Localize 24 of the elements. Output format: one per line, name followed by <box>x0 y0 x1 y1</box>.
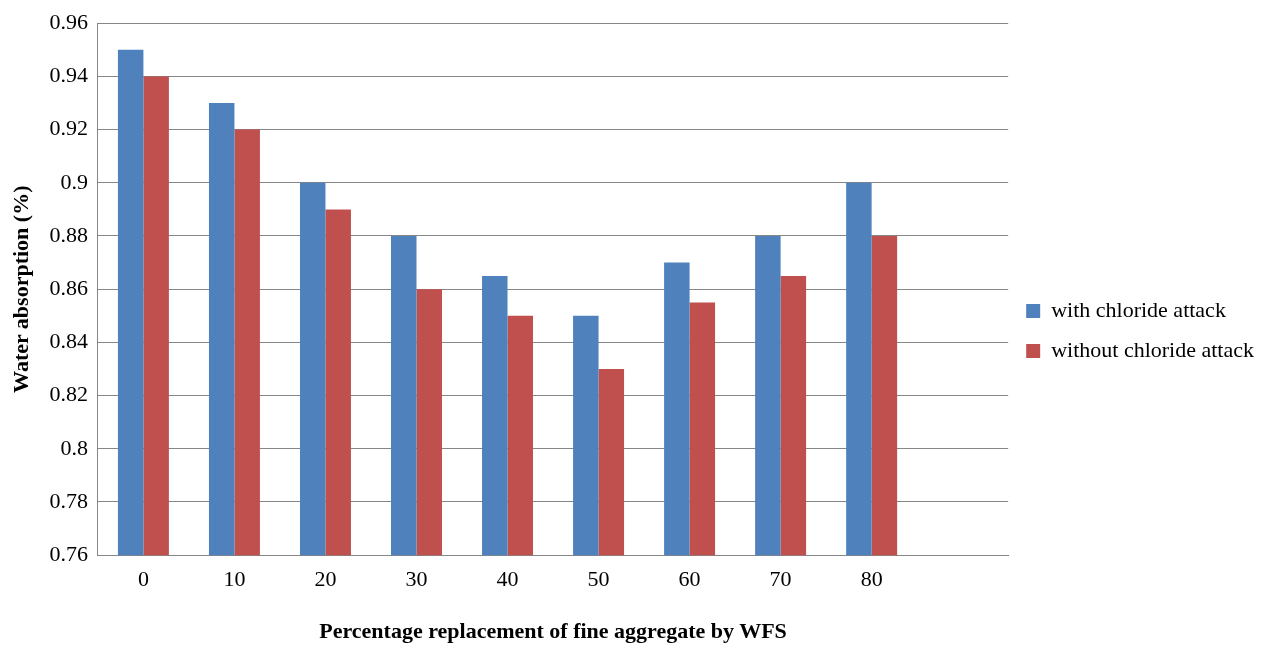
x-axis-title: Percentage replacement of fine aggregate by WFS <box>319 618 787 644</box>
y-tick-label: 0.9 <box>60 168 88 194</box>
y-tick-label: 0.78 <box>49 487 88 513</box>
x-tick-label: 10 <box>223 566 246 592</box>
x-tick-label: 0 <box>137 566 149 592</box>
y-tick-label: 0.96 <box>49 8 88 34</box>
y-tick-label: 0.94 <box>49 62 88 88</box>
x-tick-label: 60 <box>678 566 701 592</box>
y-tick-label: 0.84 <box>49 328 88 354</box>
y-tick-label: 0.86 <box>49 274 88 300</box>
y-tick-label: 0.8 <box>60 434 88 460</box>
y-axis-title: Water absorption (%) <box>7 185 33 393</box>
x-tick-label: 80 <box>860 566 883 592</box>
x-tick-label: 70 <box>769 566 792 592</box>
y-tick-label: 0.76 <box>49 540 88 566</box>
legend-label: without chloride attack <box>1051 336 1254 362</box>
legend-label: with chloride attack <box>1051 296 1226 322</box>
y-tick-label: 0.88 <box>49 221 88 247</box>
y-tick-label: 0.82 <box>49 381 88 407</box>
x-tick-label: 30 <box>405 566 428 592</box>
x-tick-label: 40 <box>496 566 519 592</box>
x-tick-label: 50 <box>587 566 610 592</box>
y-tick-label: 0.92 <box>49 115 88 141</box>
x-tick-label: 20 <box>314 566 337 592</box>
